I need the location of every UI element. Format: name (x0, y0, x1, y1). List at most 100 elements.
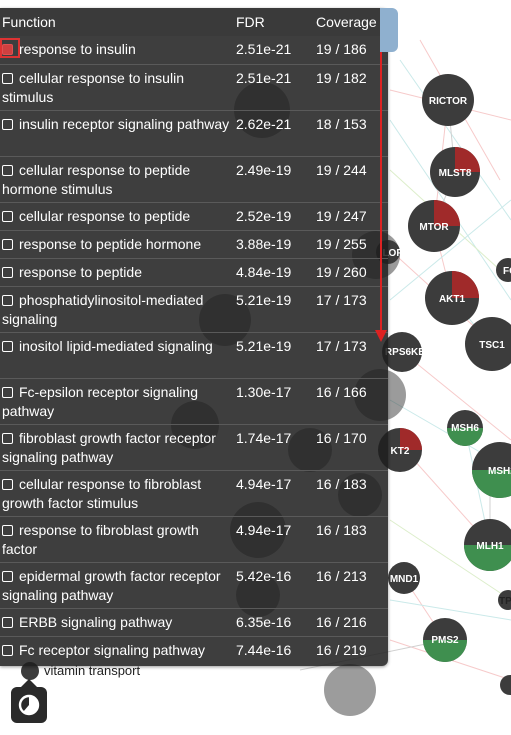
function-checkbox[interactable] (2, 341, 13, 352)
coverage-value: 16 / 213 (316, 568, 367, 584)
function-label: cellular response to fibroblast growth f… (2, 475, 230, 513)
function-checkbox[interactable] (2, 267, 13, 278)
fdr-value: 2.62e-21 (236, 116, 292, 132)
node-mnd1[interactable]: MND1 (388, 562, 420, 594)
fdr-value: 6.35e-16 (236, 614, 292, 630)
coverage-value: 16 / 166 (316, 384, 367, 400)
function-checkbox[interactable] (2, 525, 13, 536)
node-pms2[interactable]: PMS2 (423, 618, 467, 662)
header-fdr[interactable]: FDR (236, 14, 265, 30)
function-checkbox[interactable] (2, 571, 13, 582)
function-row[interactable]: fibroblast growth factor receptor signal… (0, 424, 388, 471)
function-checkbox[interactable] (2, 73, 13, 84)
coverage-value: 19 / 255 (316, 236, 367, 252)
node-akt1[interactable]: AKT1 (425, 271, 479, 325)
node-label: TSC1 (479, 340, 505, 351)
function-checkbox[interactable] (2, 295, 13, 306)
node-label: MSH6 (451, 423, 479, 434)
fdr-value: 1.30e-17 (236, 384, 292, 400)
function-label-text: cellular response to insulin stimulus (2, 70, 184, 105)
node-mtor[interactable]: MTOR (408, 200, 460, 252)
node-fo[interactable]: FO (496, 258, 511, 282)
function-label: Fc-epsilon receptor signaling pathway (2, 383, 230, 421)
node-label: AKT1 (439, 294, 466, 305)
node-label: LOR (382, 248, 404, 259)
function-label-text: Fc-epsilon receptor signaling pathway (2, 384, 198, 419)
node-label: FO (503, 266, 511, 277)
function-label: insulin receptor signaling pathway (2, 115, 230, 134)
scroll-down-arrow-icon[interactable] (374, 42, 388, 344)
fdr-value: 1.74e-17 (236, 430, 292, 446)
function-row[interactable]: response to insulin 2.51e-21 19 / 186 (0, 36, 388, 64)
function-row[interactable]: phosphatidylinositol-mediated signaling 5… (0, 286, 388, 333)
function-row[interactable]: cellular response to peptide hormone sti… (0, 156, 388, 203)
fdr-value: 5.42e-16 (236, 568, 292, 584)
function-checkbox[interactable] (2, 433, 13, 444)
node-bottom-right[interactable] (500, 675, 511, 695)
function-row[interactable]: epidermal growth factor receptor signali… (0, 562, 388, 609)
header-coverage[interactable]: Coverage (316, 14, 377, 30)
function-label-text: cellular response to fibroblast growth f… (2, 476, 202, 511)
function-label: fibroblast growth factor receptor signal… (2, 429, 230, 467)
function-checkbox[interactable] (2, 617, 13, 628)
function-checkbox[interactable] (2, 44, 13, 55)
coverage-value: 16 / 170 (316, 430, 367, 446)
function-row[interactable]: response to peptide hormone 3.88e-19 19 / … (0, 230, 388, 259)
coverage-value: 16 / 216 (316, 614, 367, 630)
function-row[interactable]: Fc receptor signaling pathway 7.44e-16 16 … (0, 636, 388, 665)
coverage-value: 17 / 173 (316, 338, 367, 354)
fdr-value: 5.21e-19 (236, 292, 292, 308)
coverage-value: 18 / 153 (316, 116, 367, 132)
node-msh6[interactable]: MSH6 (447, 410, 483, 446)
pie-chart-button[interactable] (11, 687, 47, 723)
function-checkbox[interactable] (2, 387, 13, 398)
function-label: cellular response to insulin stimulus (2, 69, 230, 107)
node-label: RICTOR (429, 96, 468, 107)
function-label: epidermal growth factor receptor signali… (2, 567, 230, 605)
function-label: cellular response to peptide (2, 207, 230, 226)
node-mlst8[interactable]: MLST8 (430, 147, 480, 197)
fdr-value: 2.51e-21 (236, 70, 292, 86)
function-row[interactable]: cellular response to peptide 2.52e-19 19 /… (0, 202, 388, 231)
function-row[interactable]: response to peptide 4.84e-19 19 / 260 (0, 258, 388, 287)
node-rps6kb1[interactable]: RPS6KB1 (382, 332, 431, 372)
fdr-value: 2.49e-19 (236, 162, 292, 178)
node-akt2[interactable]: KT2 (378, 428, 422, 472)
pie-chart-icon (18, 694, 40, 716)
function-row[interactable]: cellular response to insulin stimulus 2.5… (0, 64, 388, 111)
function-checkbox[interactable] (2, 645, 13, 656)
function-checkbox[interactable] (2, 479, 13, 490)
function-checkbox[interactable] (2, 165, 13, 176)
header-function[interactable]: Function (2, 14, 56, 30)
function-row[interactable]: inositol lipid-mediated signaling 5.21e-1… (0, 332, 388, 379)
node-tp[interactable]: TP (498, 590, 511, 610)
node-mlh1[interactable]: MLH1 (464, 519, 511, 571)
node-label: TP (499, 596, 511, 607)
function-row[interactable]: Fc-epsilon receptor signaling pathway 1.3… (0, 378, 388, 425)
node-msh2[interactable]: MSH2 (472, 442, 511, 498)
function-label-text: inositol lipid-mediated signaling (19, 338, 213, 354)
node-label: KT2 (391, 446, 410, 457)
node-tsc1[interactable]: TSC1 (465, 317, 511, 371)
node-label: PMS2 (431, 635, 459, 646)
fdr-value: 4.84e-19 (236, 264, 292, 280)
function-row[interactable]: response to fibroblast growth factor 4.94… (0, 516, 388, 563)
function-checkbox[interactable] (2, 211, 13, 222)
vitamin-transport-label: vitamin transport (44, 663, 140, 678)
function-row[interactable]: cellular response to fibroblast growth f… (0, 470, 388, 517)
function-checkbox[interactable] (2, 119, 13, 130)
enrichment-panel: Function FDR Coverage response to insuli… (0, 8, 388, 666)
node-label: RPS6KB1 (385, 347, 432, 358)
fdr-value: 3.88e-19 (236, 236, 292, 252)
node-rictor[interactable]: RICTOR (422, 74, 474, 126)
function-label-text: response to fibroblast growth factor (2, 522, 199, 557)
function-checkbox[interactable] (2, 239, 13, 250)
fdr-value: 5.21e-19 (236, 338, 292, 354)
coverage-value: 16 / 183 (316, 476, 367, 492)
function-row[interactable]: ERBB signaling pathway 6.35e-16 16 / 216 (0, 608, 388, 637)
function-row[interactable]: insulin receptor signaling pathway 2.62e-… (0, 110, 388, 157)
fdr-value: 4.94e-17 (236, 522, 292, 538)
panel-tab[interactable] (380, 8, 398, 52)
function-label-text: response to peptide (19, 264, 142, 280)
function-label: response to insulin (2, 40, 230, 59)
